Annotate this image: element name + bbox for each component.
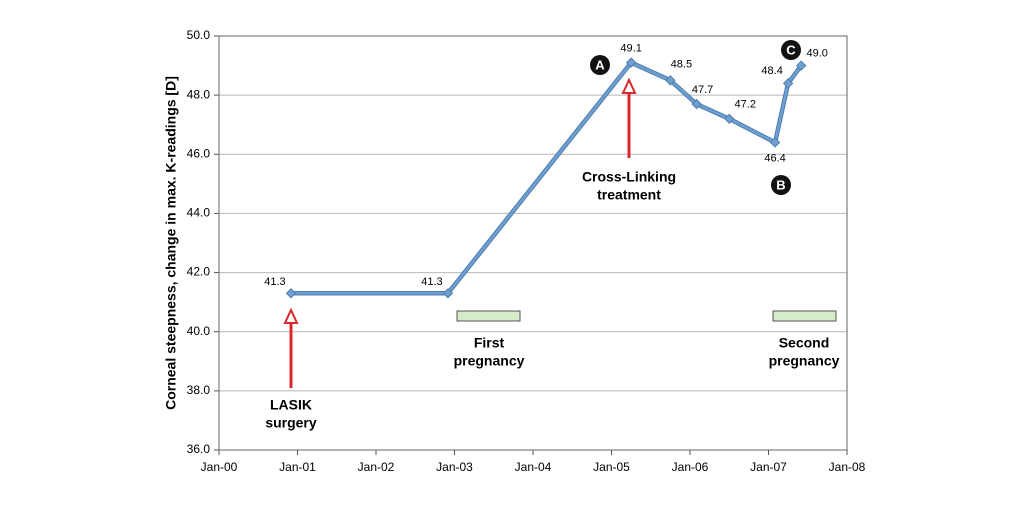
data-label: 47.2 — [735, 99, 756, 111]
marker-circle — [781, 40, 801, 60]
pregnancy-bar — [456, 310, 521, 322]
pregnancy-bar — [772, 310, 837, 322]
y-tick-label: 44.0 — [187, 206, 211, 220]
annotation: Cross-Linking — [582, 169, 676, 185]
x-tick-label: Jan-08 — [829, 460, 866, 474]
annotation: surgery — [265, 415, 317, 431]
data-label: 41.3 — [264, 276, 285, 288]
data-label: 48.5 — [671, 58, 692, 70]
data-label: 49.1 — [620, 43, 641, 55]
data-label: 47.7 — [692, 84, 713, 96]
data-label: 41.3 — [421, 276, 442, 288]
data-point — [769, 137, 781, 148]
data-point — [665, 75, 676, 86]
y-tick-label: 46.0 — [187, 146, 211, 160]
data-point — [782, 78, 794, 89]
marker-letter: C — [786, 42, 796, 57]
y-axis-label: Corneal steepness, change in max. K-read… — [163, 76, 179, 410]
x-tick-label: Jan-05 — [593, 460, 630, 474]
arrow-head — [283, 307, 299, 324]
marker-letter: A — [595, 57, 605, 72]
annotation: treatment — [597, 187, 661, 203]
y-tick-label: 40.0 — [187, 324, 211, 338]
x-tick-label: Jan-07 — [750, 460, 787, 474]
annotation: pregnancy — [769, 353, 840, 369]
data-point — [285, 288, 297, 299]
y-tick-label: 48.0 — [187, 87, 211, 101]
x-tick-label: Jan-03 — [436, 460, 473, 474]
x-tick-label: Jan-06 — [672, 460, 709, 474]
annotation: LASIK — [270, 397, 312, 413]
y-tick-label: 50.0 — [187, 28, 211, 42]
marker-circle — [590, 55, 610, 75]
x-tick-label: Jan-00 — [201, 460, 238, 474]
y-tick-label: 38.0 — [187, 383, 211, 397]
annotation: Second — [779, 335, 830, 351]
arrow-head — [621, 77, 637, 94]
data-point — [724, 113, 735, 125]
data-point — [796, 60, 807, 71]
y-tick-label: 42.0 — [187, 265, 211, 279]
x-tick-label: Jan-01 — [279, 460, 316, 474]
data-label: 46.4 — [764, 152, 785, 164]
marker-circle — [771, 175, 791, 195]
y-tick-label: 36.0 — [187, 442, 211, 456]
data-point — [442, 288, 454, 299]
data-label: 49.0 — [806, 47, 827, 59]
data-label: 48.4 — [761, 65, 782, 77]
x-tick-label: Jan-04 — [515, 460, 552, 474]
x-tick-label: Jan-02 — [358, 460, 395, 474]
annotation: First — [474, 335, 505, 351]
annotation: pregnancy — [454, 353, 525, 369]
data-point — [691, 98, 702, 110]
data-point — [625, 57, 637, 68]
marker-letter: B — [776, 177, 785, 192]
